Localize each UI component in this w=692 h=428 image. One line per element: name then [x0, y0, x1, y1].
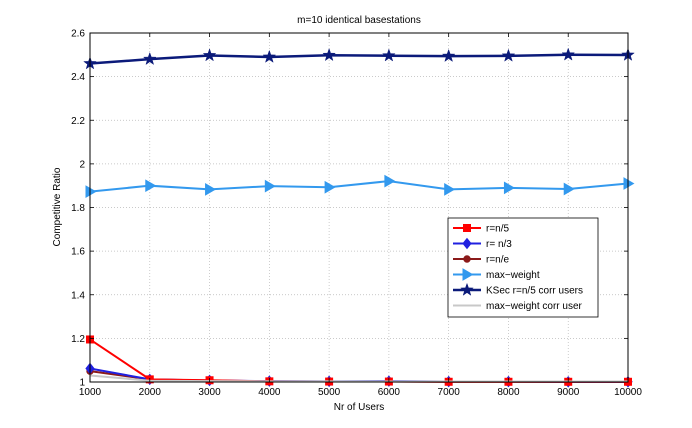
legend-label: KSec r=n/5 corr users: [486, 286, 583, 297]
x-tick-label: 2000: [139, 387, 162, 398]
chart-title: m=10 identical basestations: [297, 15, 421, 26]
legend-label: r=n/e: [486, 255, 510, 266]
ticks: 1000 2000 3000 4000 5000 6000 7000 8000 9000 1000…: [71, 29, 642, 399]
data-point: [264, 179, 276, 193]
x-tick-label: 7000: [438, 387, 461, 398]
x-tick-label: 6000: [378, 387, 401, 398]
y-tick-label: 1.6: [71, 247, 85, 258]
legend-entry: max−weight corr user: [453, 301, 583, 312]
legend-entry: r=n/5: [453, 224, 510, 235]
data-point: [322, 47, 337, 62]
data-point: [501, 48, 516, 62]
data-point: [205, 183, 217, 196]
legend-label: max−weight: [486, 270, 540, 281]
data-point: [623, 177, 635, 190]
data-point: [444, 183, 456, 196]
x-tick-label: 4000: [258, 387, 281, 398]
legend-box: [447, 217, 599, 318]
data-point: [262, 49, 277, 63]
y-tick-label: 2.2: [71, 116, 85, 127]
x-tick-label: 3000: [198, 387, 221, 398]
y-tick-label: 2: [79, 159, 85, 170]
y-tick-label: 1.4: [71, 290, 85, 301]
y-tick-label: 1.2: [71, 334, 85, 345]
data-point: [381, 48, 396, 62]
series-3: [85, 174, 635, 198]
legend-entry: KSec r=n/5 corr users: [453, 282, 583, 297]
x-tick-label: 1000: [79, 387, 102, 398]
x-tick-label: 5000: [318, 387, 341, 398]
series-line: [89, 180, 629, 193]
data-point: [324, 180, 336, 194]
data-point: [202, 48, 217, 62]
data-point: [441, 48, 456, 62]
y-tick-label: 2.4: [71, 72, 85, 83]
plot-area: [90, 33, 628, 382]
data-point: [145, 179, 157, 193]
data-point: [503, 181, 515, 195]
y-axis-label: Competitive Ratio: [52, 167, 63, 246]
legend-entry: r=n/e: [453, 255, 510, 266]
series-4: [83, 47, 635, 70]
data-point: [85, 185, 97, 198]
legend-label: r= n/3: [486, 239, 512, 250]
legend-marker: [463, 255, 471, 263]
legend-marker: [462, 237, 472, 250]
data-point: [384, 174, 396, 188]
legend-entry: r= n/3: [453, 237, 512, 250]
y-tick-label: 1.8: [71, 203, 85, 214]
legend-marker: [460, 282, 474, 296]
x-tick-label: 8000: [497, 387, 520, 398]
legend: r=n/5 r= n/3 r=n/e max−weight KSec r=n/5 cor…: [447, 217, 599, 318]
series-line: [89, 53, 629, 65]
legend-label: r=n/5: [486, 224, 510, 235]
data-point: [561, 47, 576, 61]
x-tick-label: 10000: [614, 387, 642, 398]
x-axis-label: Nr of Users: [334, 402, 385, 413]
y-tick-label: 1: [79, 378, 85, 389]
legend-marker: [462, 268, 474, 281]
data-point: [142, 51, 157, 66]
legend-label: max−weight corr user: [486, 301, 583, 312]
legend-entry: max−weight: [453, 268, 540, 281]
legend-marker: [463, 224, 471, 232]
y-tick-label: 2.6: [71, 29, 85, 40]
x-tick-label: 9000: [557, 387, 580, 398]
data-point: [563, 182, 575, 196]
